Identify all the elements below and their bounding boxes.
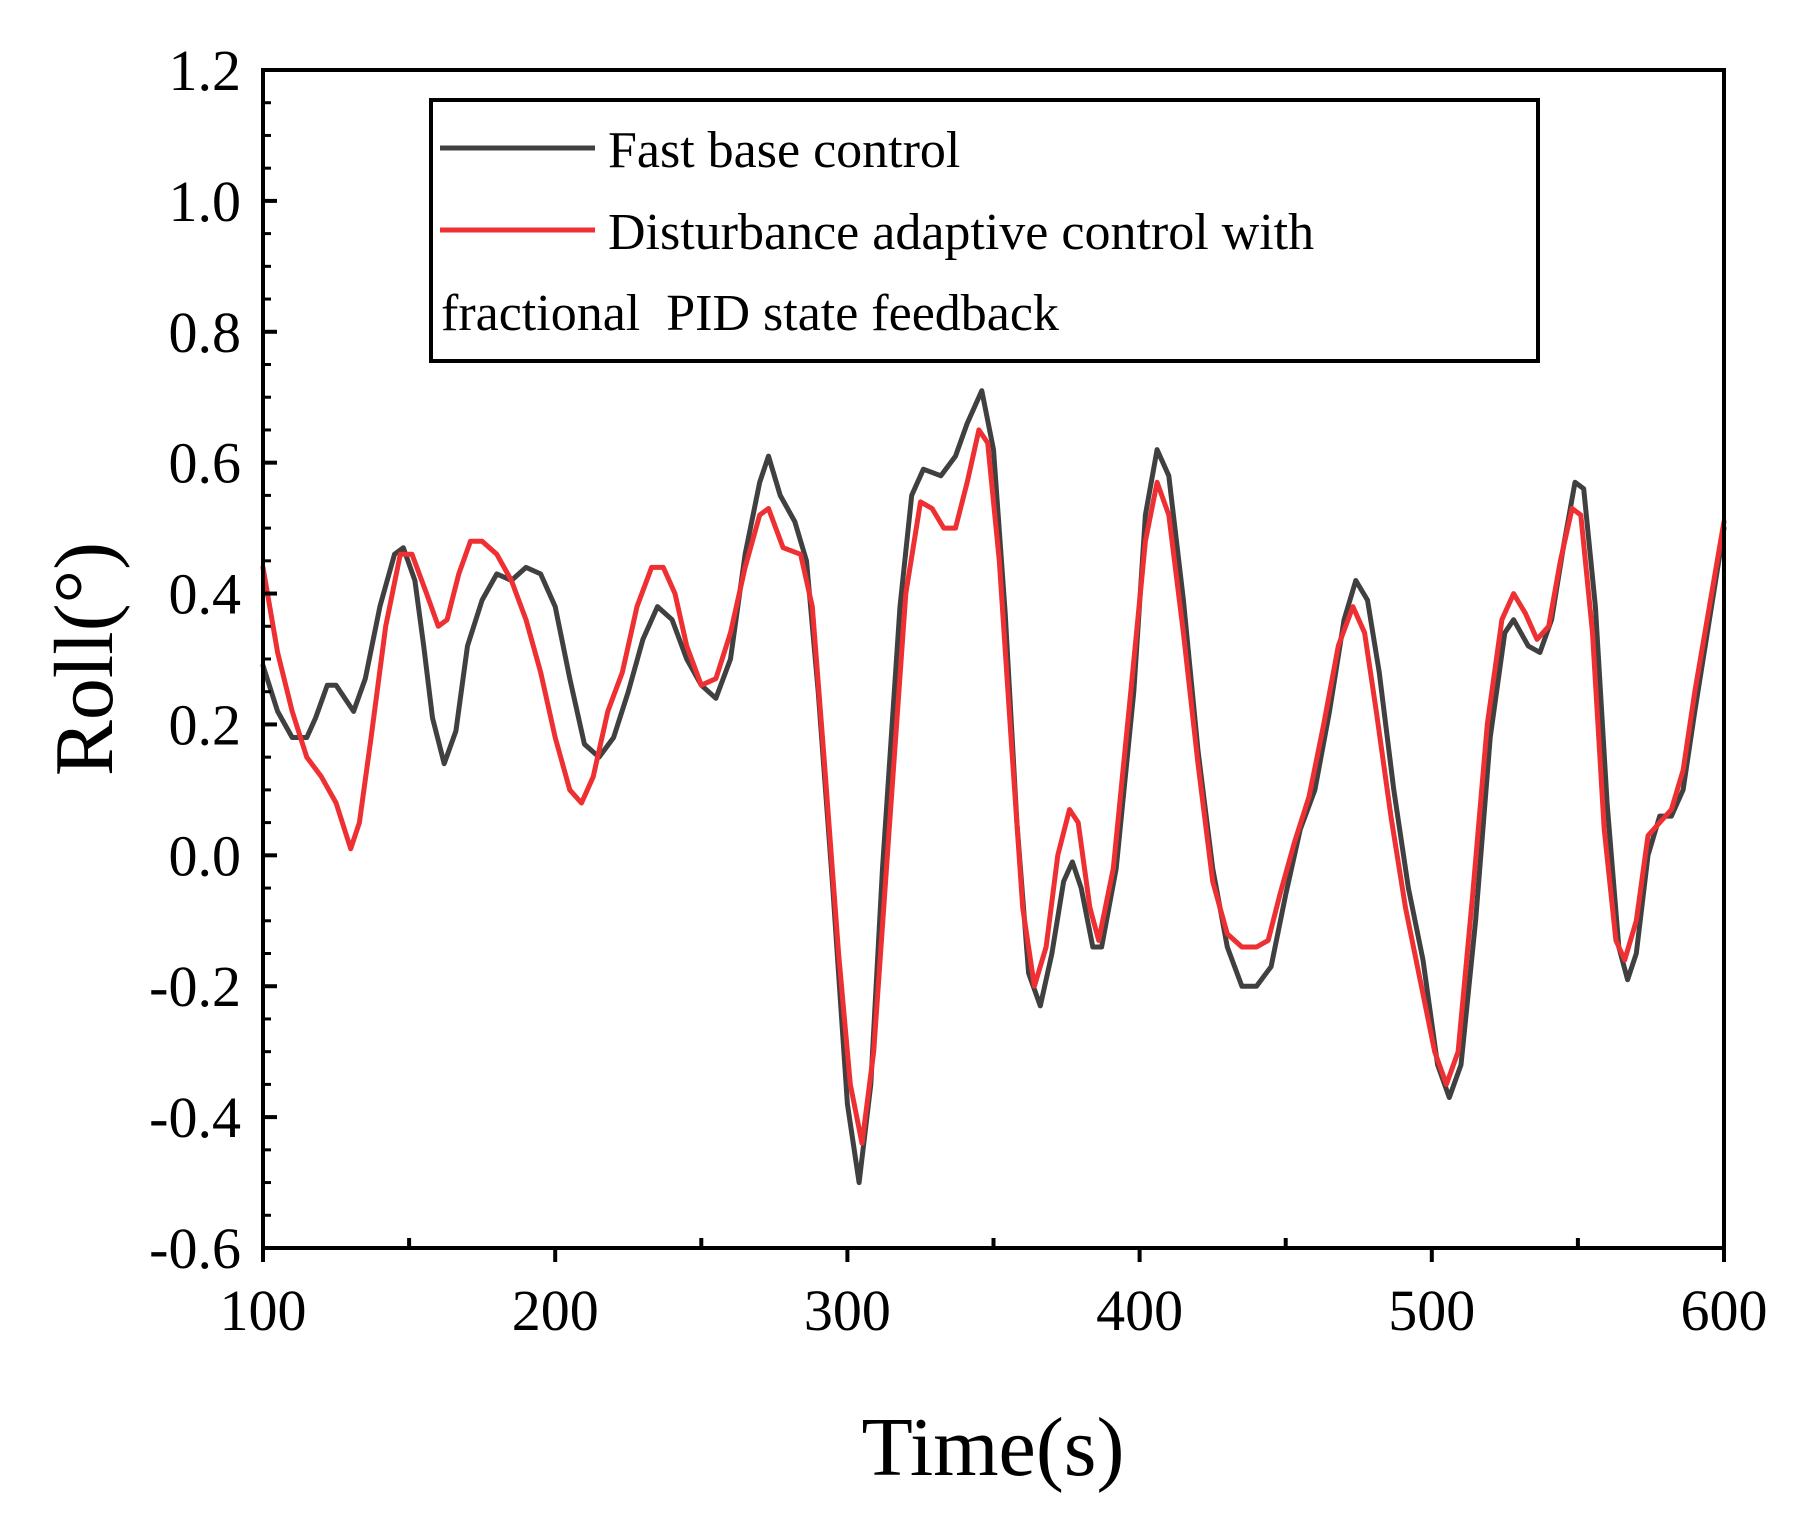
legend-label-adaptive-line2: fractional PID state feedback <box>441 285 1059 342</box>
x-tick-label: 500 <box>1388 1278 1475 1343</box>
tick-labels-layer: 100 200 300 400 500 600 -0.6 -0.4 -0.2 0.0 0.2 0.4 0… <box>149 38 1767 1343</box>
y-tick-label: -0.6 <box>149 1216 241 1281</box>
series-line-adaptive <box>260 427 1727 1146</box>
series-layer <box>260 388 1727 1186</box>
y-axis-title: Roll(°) <box>38 542 131 776</box>
ticks-layer <box>261 68 1726 1262</box>
legend: Fast base control Disturbance adaptive c… <box>429 98 1540 363</box>
y-tick-label: -0.2 <box>149 954 241 1019</box>
x-tick-label: 300 <box>804 1278 891 1343</box>
x-tick-label: 400 <box>1096 1278 1183 1343</box>
legend-label-fast-base: Fast base control <box>608 122 960 179</box>
y-tick-label: 0.6 <box>169 431 242 496</box>
y-tick-label: 0.8 <box>169 300 242 365</box>
x-axis-title: Time(s) <box>862 1401 1125 1494</box>
x-tick-label: 600 <box>1681 1278 1768 1343</box>
x-tick-label: 100 <box>220 1278 307 1343</box>
y-tick-label: 0.0 <box>169 823 242 888</box>
x-tick-label: 200 <box>512 1278 599 1343</box>
legend-box <box>429 98 1540 363</box>
y-tick-label: 0.2 <box>169 692 242 757</box>
y-tick-label: -0.4 <box>149 1085 241 1150</box>
legend-label-adaptive-line1: Disturbance adaptive control with <box>608 204 1314 261</box>
y-tick-label: 0.4 <box>169 562 242 627</box>
y-tick-label: 1.0 <box>169 169 242 234</box>
y-tick-label: 1.2 <box>169 38 242 103</box>
